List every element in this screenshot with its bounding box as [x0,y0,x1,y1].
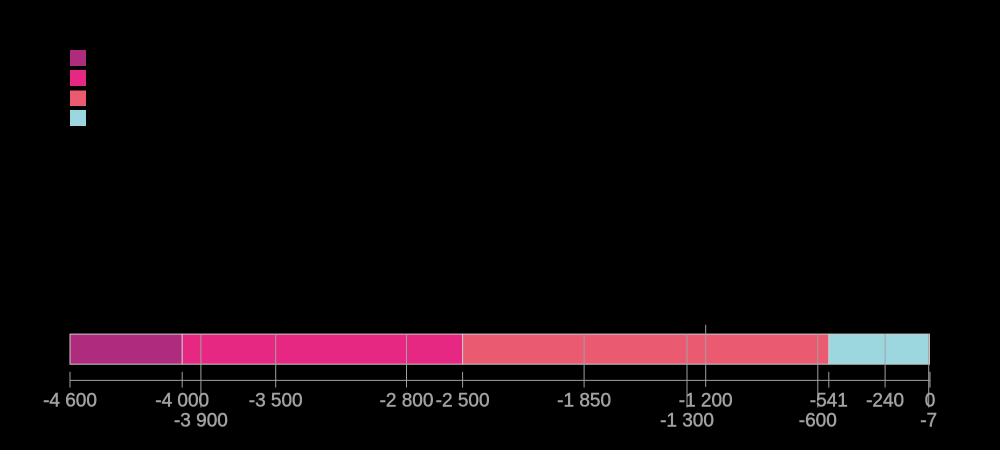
svg-text:-2 500: -2 500 [436,391,490,412]
svg-text:0: 0 [925,391,936,412]
svg-text:-240: -240 [866,391,904,412]
svg-text:-1 300: -1 300 [660,411,714,432]
svg-text:-4 000: -4 000 [155,391,209,412]
svg-text:-1 200: -1 200 [679,391,733,412]
svg-text:-3 900: -3 900 [174,411,228,432]
svg-text:-541: -541 [810,391,848,412]
svg-text:-7: -7 [920,411,937,432]
svg-text:-3 500: -3 500 [249,391,303,412]
svg-text:-600: -600 [799,411,837,432]
svg-text:-1 850: -1 850 [557,391,611,412]
svg-text:-4 600: -4 600 [43,391,97,412]
svg-text:-2 800: -2 800 [380,391,434,412]
